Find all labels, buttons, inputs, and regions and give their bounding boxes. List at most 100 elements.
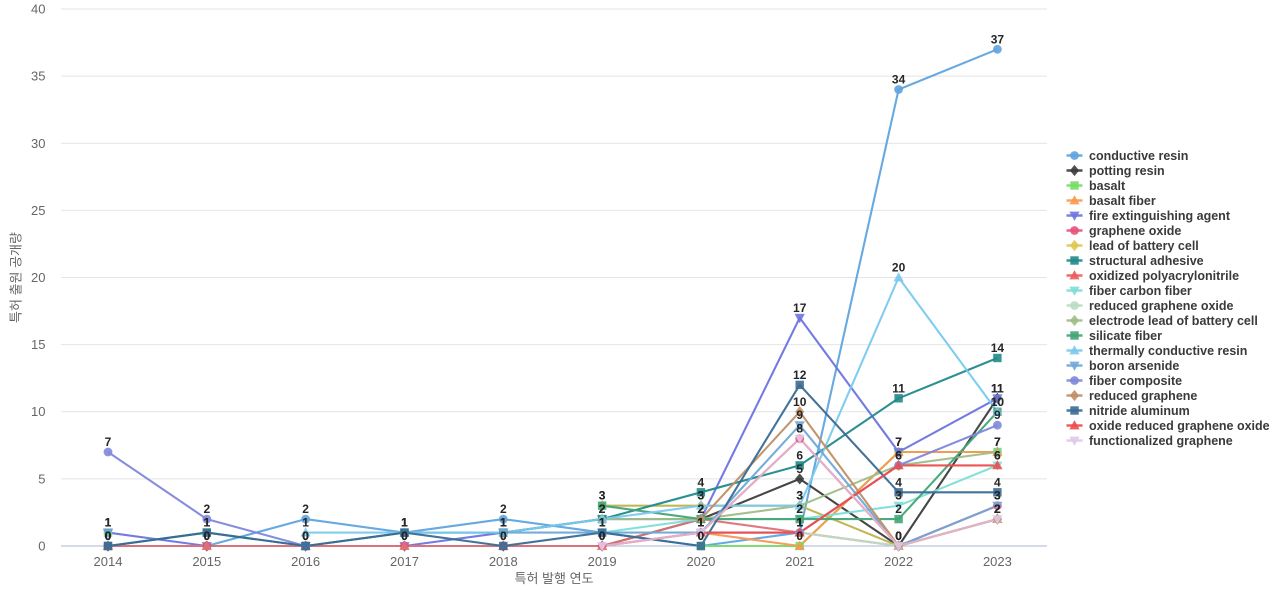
svg-text:6: 6 — [895, 448, 902, 462]
svg-text:2022: 2022 — [884, 554, 913, 569]
svg-text:0: 0 — [401, 529, 408, 543]
svg-text:0: 0 — [599, 529, 606, 543]
svg-text:1: 1 — [698, 516, 705, 530]
svg-text:2: 2 — [994, 502, 1001, 516]
svg-text:0: 0 — [302, 529, 309, 543]
svg-text:20: 20 — [31, 270, 45, 285]
svg-text:6: 6 — [796, 448, 803, 462]
svg-text:20: 20 — [892, 261, 906, 275]
svg-text:40: 40 — [31, 2, 45, 17]
svg-text:1: 1 — [500, 516, 507, 530]
svg-text:1: 1 — [698, 516, 705, 530]
svg-text:10: 10 — [31, 404, 45, 419]
svg-text:basalt fiber: basalt fiber — [1089, 194, 1156, 208]
svg-text:0: 0 — [500, 529, 507, 543]
svg-text:1: 1 — [500, 516, 507, 530]
svg-text:3: 3 — [895, 489, 902, 503]
svg-text:0: 0 — [302, 529, 309, 543]
svg-text:2016: 2016 — [291, 554, 320, 569]
svg-text:0: 0 — [500, 529, 507, 543]
svg-text:0: 0 — [203, 529, 210, 543]
svg-text:3: 3 — [599, 489, 606, 503]
svg-text:7: 7 — [994, 435, 1001, 449]
svg-text:electrode lead of battery cell: electrode lead of battery cell — [1089, 314, 1258, 328]
svg-text:1: 1 — [698, 516, 705, 530]
svg-text:2: 2 — [994, 502, 1001, 516]
svg-text:37: 37 — [991, 32, 1005, 46]
svg-text:2: 2 — [698, 502, 705, 516]
svg-text:2020: 2020 — [686, 554, 715, 569]
svg-text:2: 2 — [599, 502, 606, 516]
svg-text:0: 0 — [105, 529, 112, 543]
svg-text:0: 0 — [38, 539, 45, 554]
svg-text:0: 0 — [203, 529, 210, 543]
svg-text:2: 2 — [599, 502, 606, 516]
svg-text:2: 2 — [698, 502, 705, 516]
svg-text:2: 2 — [698, 502, 705, 516]
svg-text:3: 3 — [796, 489, 803, 503]
svg-text:7: 7 — [895, 435, 902, 449]
svg-text:silicate fiber: silicate fiber — [1089, 329, 1162, 343]
svg-text:3: 3 — [994, 489, 1001, 503]
svg-text:fire extinguishing agent: fire extinguishing agent — [1089, 209, 1231, 223]
svg-text:0: 0 — [203, 529, 210, 543]
svg-text:fiber carbon fiber: fiber carbon fiber — [1089, 284, 1192, 298]
svg-text:8: 8 — [796, 422, 803, 436]
svg-text:6: 6 — [895, 448, 902, 462]
svg-text:0: 0 — [599, 529, 606, 543]
svg-text:2019: 2019 — [588, 554, 617, 569]
svg-text:0: 0 — [302, 529, 309, 543]
svg-text:0: 0 — [302, 529, 309, 543]
svg-text:2018: 2018 — [489, 554, 518, 569]
svg-text:2: 2 — [994, 502, 1001, 516]
svg-text:2015: 2015 — [192, 554, 221, 569]
svg-text:1: 1 — [698, 516, 705, 530]
svg-text:3: 3 — [698, 489, 705, 503]
svg-text:2: 2 — [500, 502, 507, 516]
svg-text:5: 5 — [796, 462, 803, 476]
svg-text:6: 6 — [994, 448, 1001, 462]
svg-text:30: 30 — [31, 136, 45, 151]
svg-text:0: 0 — [796, 529, 803, 543]
svg-text:nitride aluminum: nitride aluminum — [1089, 404, 1190, 418]
svg-text:1: 1 — [105, 516, 112, 530]
svg-text:0: 0 — [302, 529, 309, 543]
svg-text:0: 0 — [401, 529, 408, 543]
svg-text:2: 2 — [698, 502, 705, 516]
svg-text:0: 0 — [401, 529, 408, 543]
svg-text:0: 0 — [500, 529, 507, 543]
svg-text:1: 1 — [500, 516, 507, 530]
svg-text:oxidized polyacrylonitrile: oxidized polyacrylonitrile — [1089, 269, 1239, 283]
svg-text:2: 2 — [599, 502, 606, 516]
svg-text:2: 2 — [698, 502, 705, 516]
svg-text:34: 34 — [892, 73, 906, 87]
svg-text:11: 11 — [892, 381, 905, 395]
svg-text:3: 3 — [796, 489, 803, 503]
svg-text:0: 0 — [895, 529, 902, 543]
svg-text:0: 0 — [203, 529, 210, 543]
svg-text:0: 0 — [599, 529, 606, 543]
svg-text:7: 7 — [895, 435, 902, 449]
svg-text:3: 3 — [698, 489, 705, 503]
svg-text:11: 11 — [991, 381, 1004, 395]
svg-text:1: 1 — [105, 516, 112, 530]
svg-text:2: 2 — [599, 502, 606, 516]
svg-text:특허 발행 연도: 특허 발행 연도 — [515, 571, 594, 586]
svg-text:11: 11 — [991, 381, 1004, 395]
svg-text:0: 0 — [105, 529, 112, 543]
svg-text:4: 4 — [994, 475, 1001, 489]
svg-text:2021: 2021 — [785, 554, 814, 569]
svg-text:2: 2 — [796, 502, 803, 516]
svg-text:1: 1 — [698, 516, 705, 530]
svg-text:25: 25 — [31, 203, 45, 218]
svg-text:15: 15 — [31, 337, 45, 352]
svg-text:1: 1 — [599, 516, 606, 530]
svg-text:0: 0 — [698, 529, 705, 543]
svg-text:0: 0 — [401, 529, 408, 543]
svg-text:2: 2 — [994, 502, 1001, 516]
svg-text:graphene oxide: graphene oxide — [1089, 224, 1181, 238]
svg-text:0: 0 — [698, 529, 705, 543]
svg-text:7: 7 — [895, 435, 902, 449]
svg-text:4: 4 — [698, 475, 705, 489]
svg-text:10: 10 — [991, 395, 1005, 409]
